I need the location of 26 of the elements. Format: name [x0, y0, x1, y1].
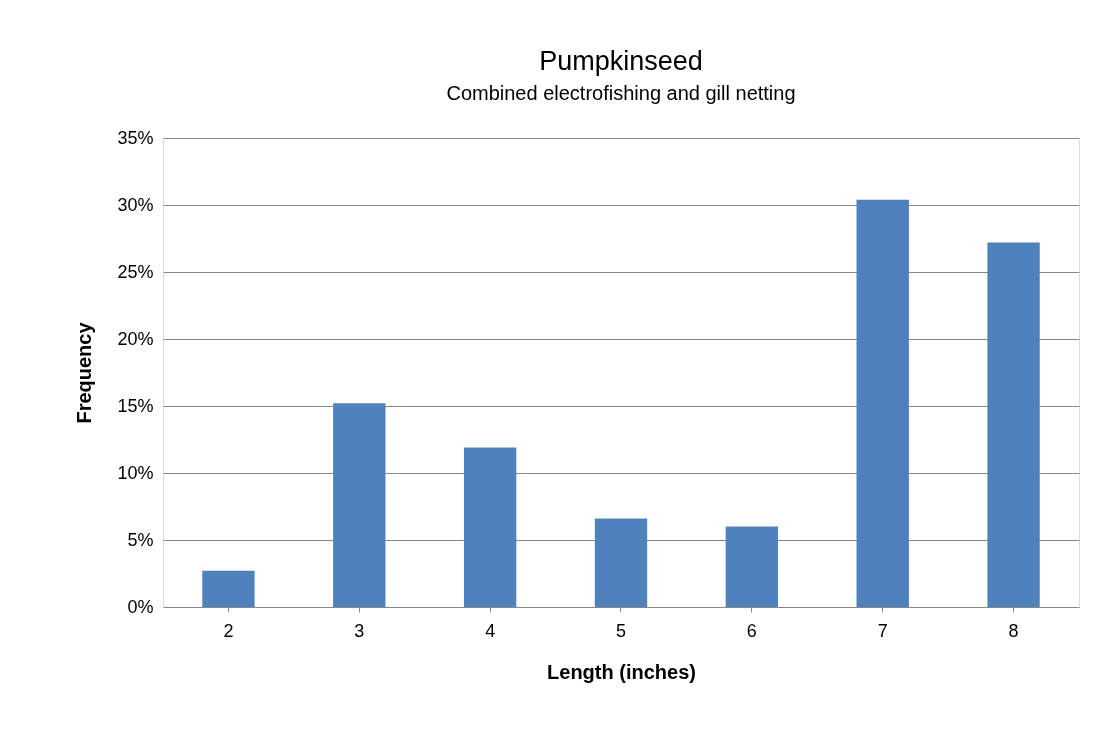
bar [333, 403, 386, 607]
y-tick-label: 0% [127, 596, 154, 617]
bar [594, 518, 648, 607]
chart-title: Pumpkinseed [539, 46, 703, 76]
y-axis-title: Frequency [73, 321, 96, 424]
y-tick-label: 35% [117, 127, 154, 148]
y-tick-label: 15% [117, 395, 154, 416]
x-tick-label: 5 [615, 620, 627, 641]
bar [856, 199, 909, 607]
x-tick-label: 4 [485, 620, 496, 641]
bar [202, 570, 255, 607]
y-tick-label: 30% [117, 194, 154, 215]
bar [463, 447, 517, 607]
y-tick-label: 10% [117, 462, 154, 483]
chart-subtitle: Combined electrofishing and gill netting [446, 82, 796, 104]
y-tick-label: 20% [117, 328, 154, 349]
x-tick-label: 7 [877, 620, 888, 641]
x-axis-title: Length (inches) [547, 660, 696, 683]
y-tick-label: 25% [117, 261, 154, 282]
x-tick-label: 3 [354, 620, 365, 641]
y-tick-label: 5% [127, 529, 154, 550]
x-tick-label: 8 [1008, 620, 1019, 641]
bar [987, 242, 1040, 607]
x-tick-label: 2 [223, 620, 234, 641]
bar [725, 526, 779, 607]
x-tick-label: 6 [746, 620, 757, 641]
